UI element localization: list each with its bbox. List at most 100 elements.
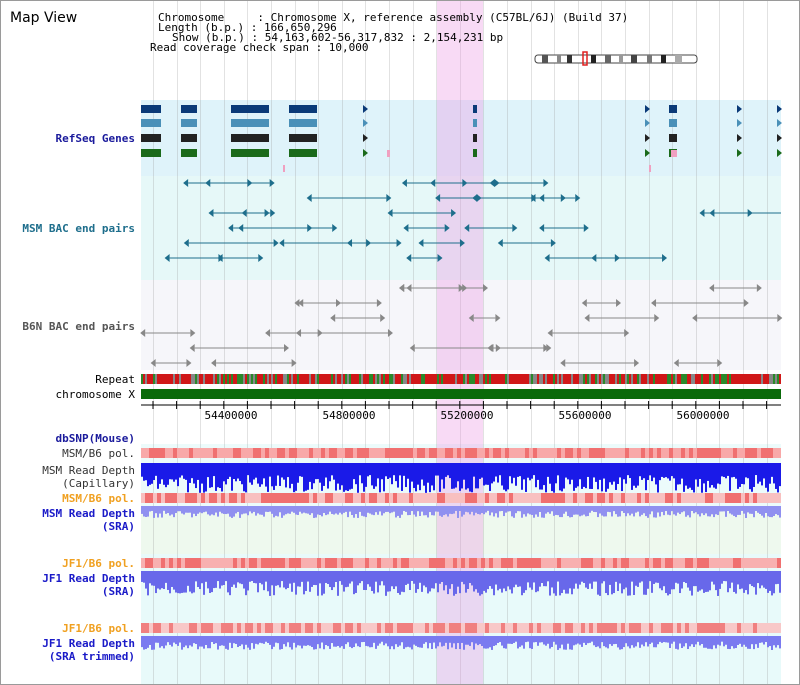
depth-bar [773, 506, 775, 516]
pol-strip-cell [557, 493, 561, 503]
depth-bar [457, 506, 459, 518]
depth-bar [523, 636, 525, 649]
depth-bar [381, 571, 383, 582]
pol-strip-cell [765, 623, 769, 633]
b6n-bac-track-bg [141, 280, 781, 370]
depth-bar [763, 571, 765, 588]
bac-end-marker [406, 254, 412, 262]
chromosome-ideogram[interactable] [1, 1, 800, 71]
depth-bar [577, 571, 579, 589]
depth-bar [583, 463, 585, 487]
repeat-segment [225, 374, 227, 384]
pol-strip-cell [565, 558, 569, 568]
pol-strip-cell [257, 493, 261, 503]
depth-bar [467, 506, 469, 513]
depth-bar [527, 506, 529, 514]
repeat-segment [535, 374, 537, 384]
depth-bar [659, 463, 661, 481]
depth-bar [669, 571, 671, 595]
pol-strip-cell [365, 558, 369, 568]
depth-bar [257, 506, 259, 514]
bac-end-marker [403, 224, 409, 232]
depth-bar [663, 463, 665, 478]
depth-bar [769, 571, 771, 591]
pol-strip-cell [277, 448, 281, 458]
jf1-depth-sra-label: JF1 Read Depth [42, 572, 135, 585]
selected-region-highlight[interactable] [437, 1, 483, 684]
depth-bar [537, 636, 539, 646]
depth-bar [345, 463, 347, 491]
depth-bar [759, 571, 761, 589]
repeat-segment [661, 374, 663, 384]
pol-strip-cell [665, 448, 669, 458]
repeat-segment [277, 374, 279, 384]
pol-strip-cell [413, 623, 417, 633]
pol-strip-cell [225, 493, 229, 503]
depth-bar [679, 571, 681, 594]
depth-bar [719, 636, 721, 646]
depth-bar [579, 571, 581, 585]
depth-bar [459, 463, 461, 491]
depth-bar [265, 463, 267, 487]
pol-strip-cell [353, 448, 357, 458]
depth-bar [171, 506, 173, 515]
depth-bar [583, 506, 585, 515]
depth-bar [533, 571, 535, 583]
pol-strip-cell [585, 448, 589, 458]
pol-strip-cell [257, 623, 261, 633]
repeat-segment [671, 374, 673, 384]
depth-bar [701, 463, 703, 493]
repeat-segment [747, 374, 749, 384]
pol-strip-cell [601, 493, 605, 503]
depth-bar [667, 636, 669, 643]
depth-bar [385, 636, 387, 644]
pol-strip-cell [169, 558, 173, 568]
pol-strip-cell [237, 623, 241, 633]
repeat-segment [759, 374, 761, 384]
depth-bar [379, 571, 381, 586]
pol-strip-cell [721, 558, 725, 568]
repeat-segment [343, 374, 345, 384]
pol-strip-cell [197, 448, 201, 458]
pol-strip-cell [345, 448, 349, 458]
repeat-segment [193, 374, 195, 384]
depth-bar [269, 636, 271, 645]
pol-strip-cell [625, 623, 629, 633]
repeat-segment [347, 374, 349, 384]
repeat-segment [673, 374, 675, 384]
depth-bar [647, 636, 649, 647]
depth-bar [141, 636, 143, 648]
depth-bar [471, 636, 473, 643]
depth-bar [573, 571, 575, 589]
msm-depth-sra-label: MSM Read Depth [42, 507, 135, 520]
pol-strip-cell [637, 623, 641, 633]
depth-bar [683, 463, 685, 492]
depth-bar [751, 463, 753, 492]
depth-bar [465, 636, 467, 645]
pol-strip-cell [621, 623, 625, 633]
depth-bar [737, 506, 739, 515]
depth-bar [661, 463, 663, 477]
repeat-segment [765, 374, 767, 384]
depth-bar [613, 506, 615, 512]
pol-strip-cell [545, 623, 549, 633]
depth-bar [413, 636, 415, 645]
repeat-segment [637, 374, 639, 384]
gene-block [141, 105, 161, 113]
depth-bar [281, 636, 283, 650]
pol-strip-cell [645, 623, 649, 633]
depth-bar [267, 571, 269, 592]
pol-strip-cell [489, 623, 493, 633]
depth-bar [351, 571, 353, 582]
repeat-segment [153, 374, 155, 384]
depth-bar [271, 463, 273, 487]
depth-bar [257, 636, 259, 645]
repeat-segment [477, 374, 479, 384]
pol-strip-cell [293, 493, 297, 503]
pol-strip-cell [329, 493, 333, 503]
depth-bar [223, 636, 225, 646]
pol-strip-cell [257, 448, 261, 458]
depth-bar [185, 636, 187, 646]
repeat-segment [589, 374, 591, 384]
